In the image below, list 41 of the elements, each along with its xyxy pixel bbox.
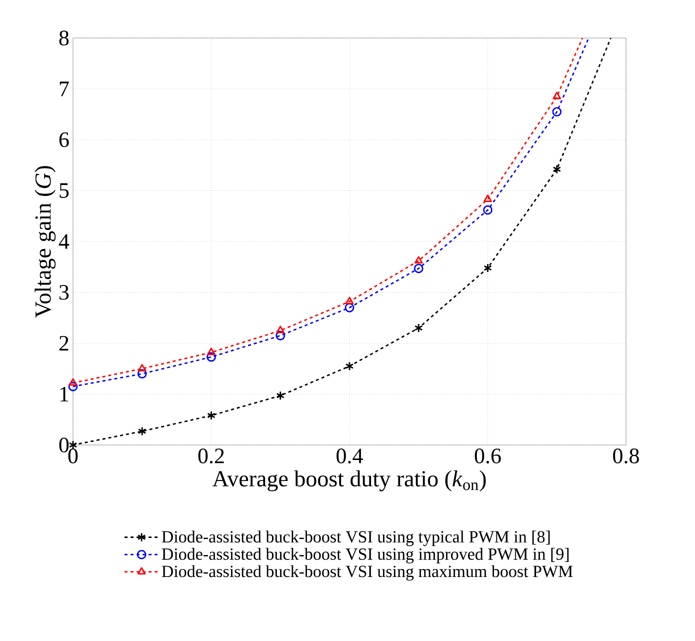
y-tick-label: 7 [60,82,69,96]
point [68,382,78,392]
x-tick-label: 0.2 [198,448,224,464]
point [414,264,424,274]
y-axis-title: Voltage gain (G) [34,166,56,318]
y-tick-label: 0 [59,438,69,452]
point [484,263,492,273]
y-tick-label: 5 [60,183,69,198]
legend-label: Diode-assisted buck-boost VSI using typical PWM in [8] [162,530,550,546]
legend-label: Diode-assisted buck-boost VSI using improved PWM in [9] [162,548,569,564]
point [484,194,492,202]
y-tick-label: 2 [59,336,68,351]
y-tick-label: 1 [60,386,68,402]
point [207,410,216,420]
point [138,426,146,436]
x-tick-label: 0.4 [336,448,363,464]
point [138,364,146,372]
point [552,164,562,174]
point [276,390,285,400]
point [207,348,216,356]
point [276,326,285,334]
point [345,296,354,304]
point [206,352,216,362]
legend-label: Diode-assisted buck-boost VSI using maximum boost PWM [162,565,573,581]
y-tick-label: 3 [60,284,69,300]
y-tick-label: 6 [59,132,69,148]
y-tick-label: 8 [59,30,69,46]
point [414,323,423,333]
y-tick-label: 4 [58,234,70,249]
x-tick-label: 0.6 [474,448,501,464]
point [137,369,147,378]
point [276,330,286,340]
point [345,361,354,371]
point [552,92,562,100]
point [68,378,78,386]
point [552,107,562,116]
x-axis-title: Average boost duty ratio (k$_{on}$) [212,470,486,492]
point [483,205,492,215]
point [344,302,354,312]
point [414,256,423,264]
x-tick-label: 0.8 [613,448,639,464]
